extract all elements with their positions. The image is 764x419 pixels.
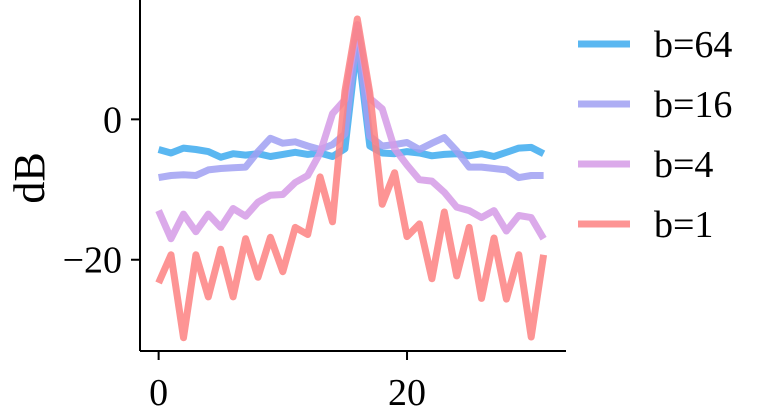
legend-label-b-1: b=1 (654, 204, 713, 246)
legend-label-b-64: b=64 (654, 24, 732, 66)
legend-label-b-4: b=4 (654, 144, 713, 186)
x-tick-label: 20 (388, 372, 426, 414)
y-tick-label: 0 (103, 99, 122, 141)
series-line-b-1 (155, 15, 548, 342)
axes (139, 0, 566, 352)
legend: b=64 b=16 b=4 b=1 (578, 24, 732, 246)
legend-label-b-16: b=16 (654, 84, 732, 126)
series-layer (155, 15, 548, 342)
ticks: 0 20 0 −20 (63, 99, 426, 414)
y-axis-title: dB (5, 152, 54, 203)
y-tick-label: −20 (63, 240, 122, 282)
x-tick-label: 0 (149, 372, 168, 414)
